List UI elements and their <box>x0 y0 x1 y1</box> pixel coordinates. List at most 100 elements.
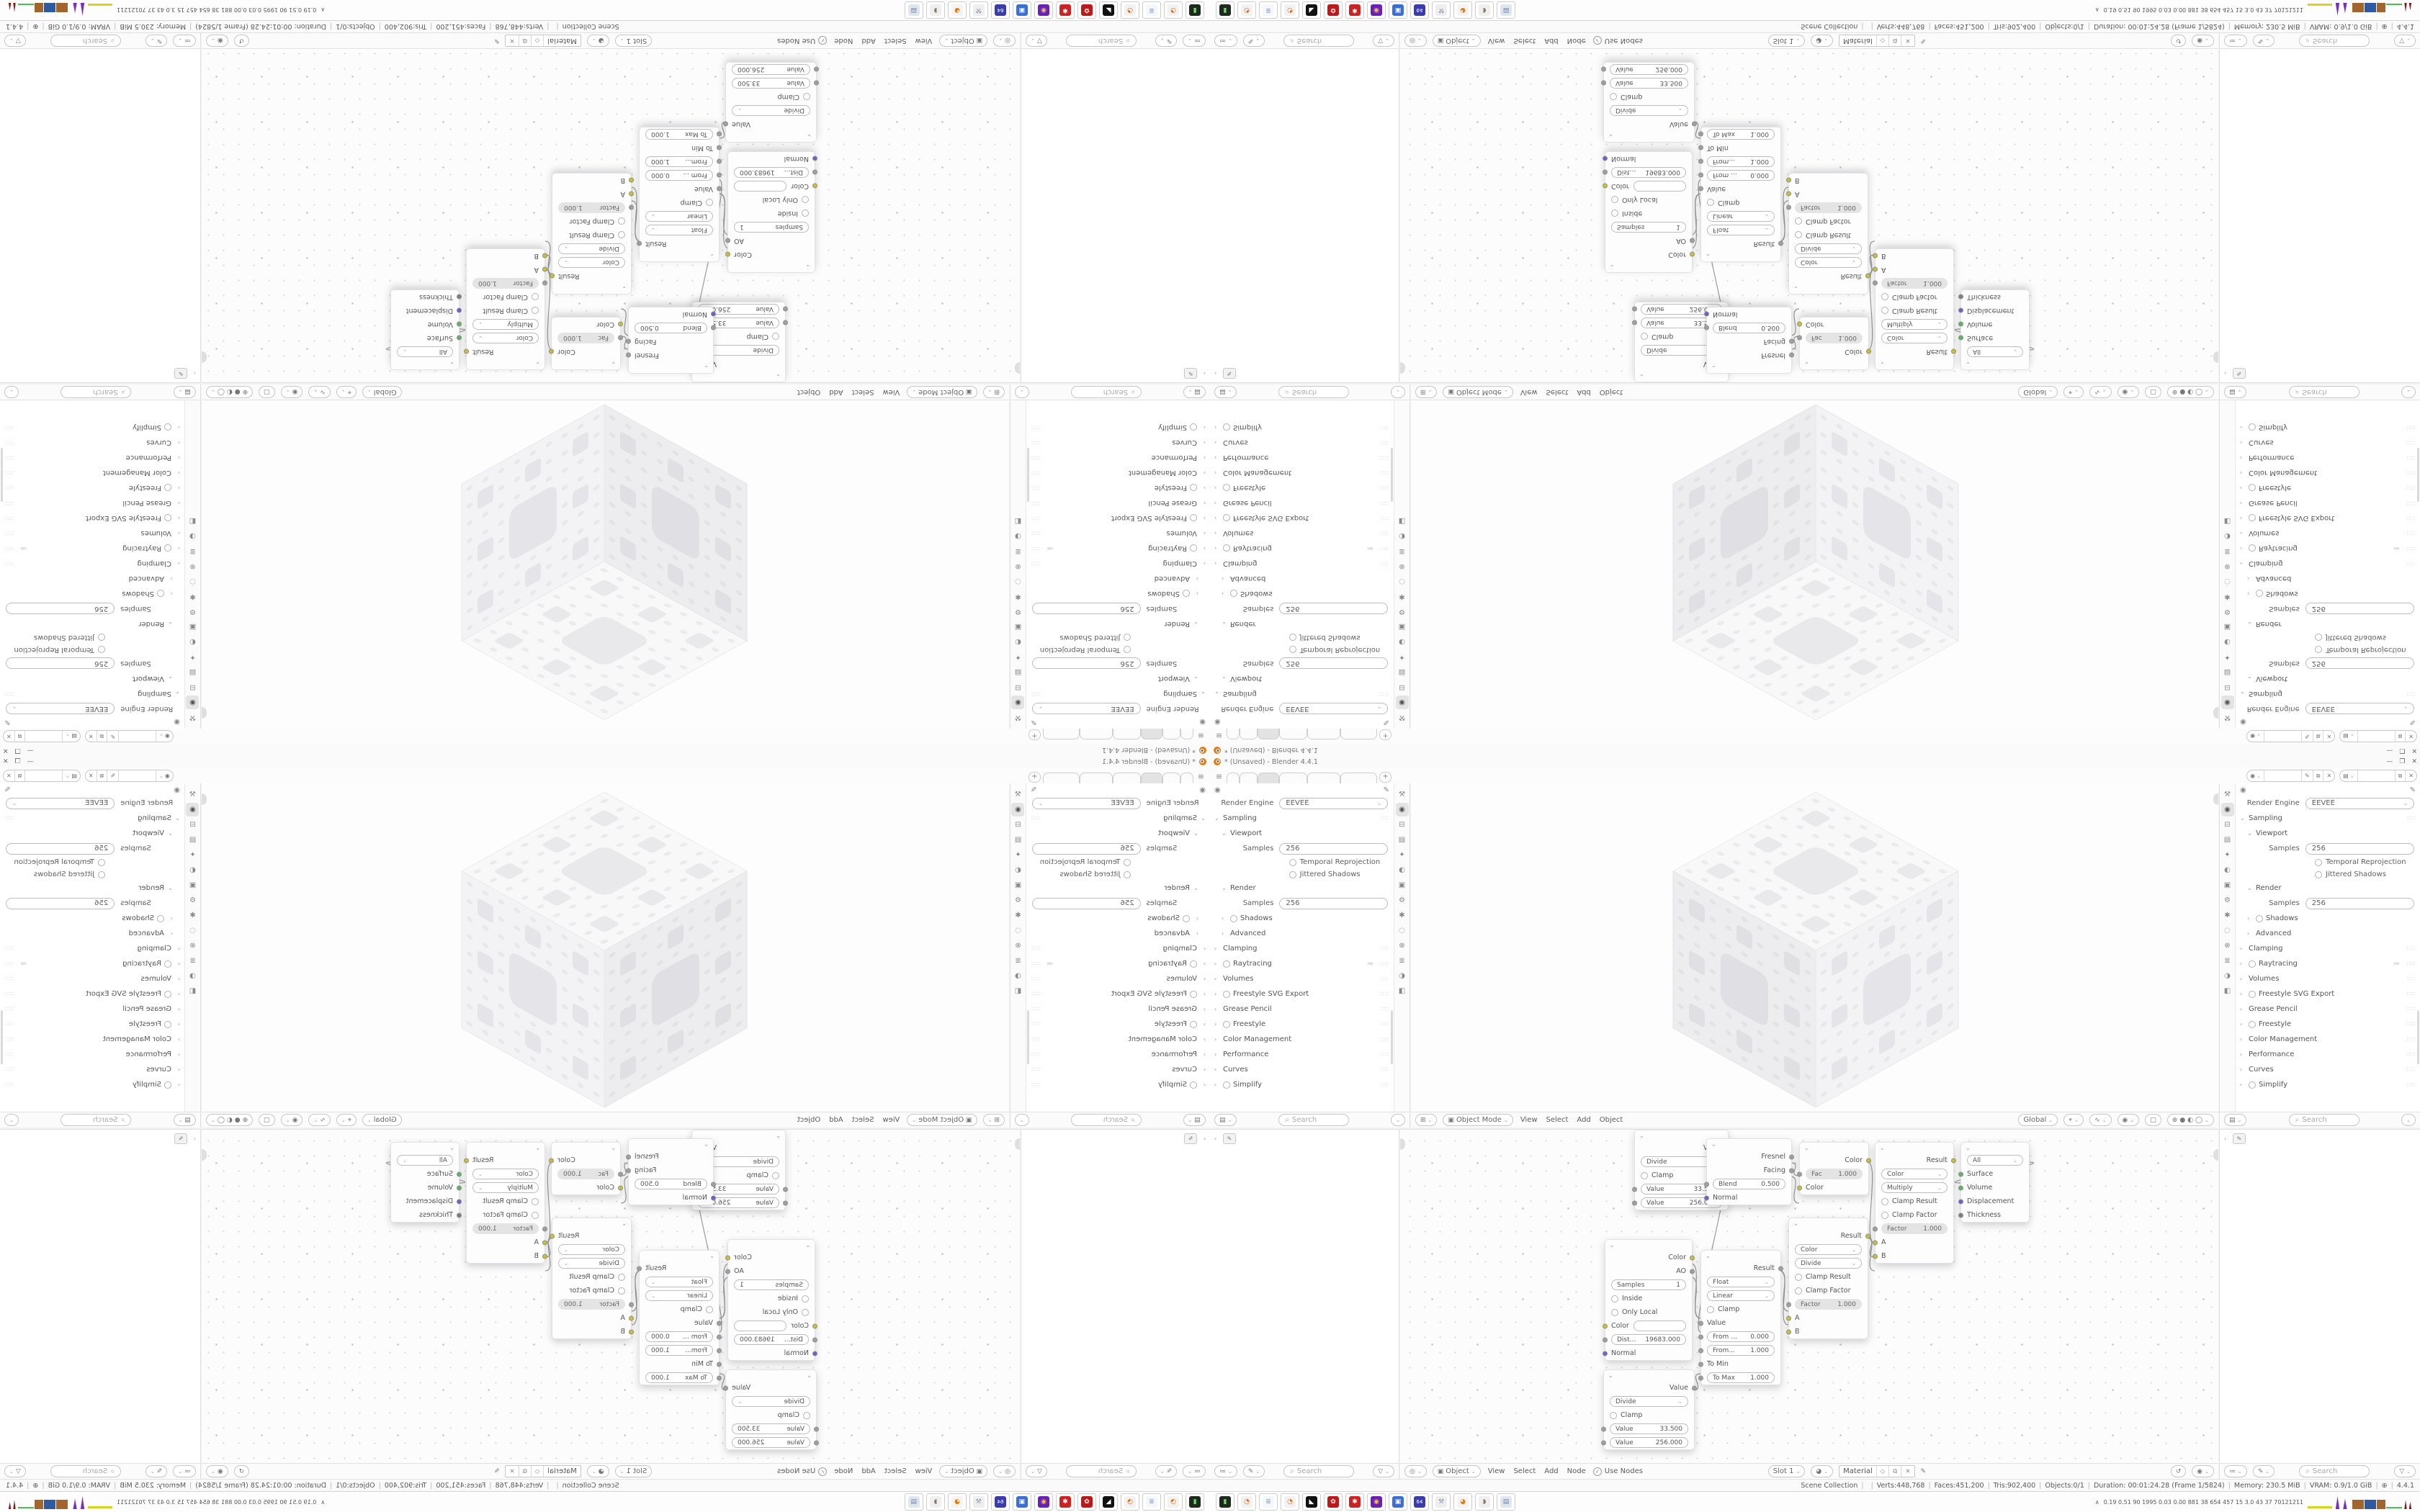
viewport-menu-object[interactable]: Object <box>797 1116 821 1124</box>
snapping-button[interactable]: ⌖ ⌄ <box>2063 1114 2084 1126</box>
outliner-editor-type-button[interactable]: ≔ ⌄ <box>173 1465 196 1477</box>
node-header[interactable]: ⌄ <box>704 364 709 371</box>
use-nodes-checkbox[interactable]: ✓ Use Nodes <box>777 1467 828 1476</box>
properties-tab-object-icon[interactable]: ▣ <box>2223 623 2231 631</box>
section-advanced[interactable]: › Advanced <box>0 571 184 586</box>
section-viewport[interactable]: ⌄ Viewport <box>1026 826 1210 841</box>
shader-editor-type-button[interactable]: ◎ ⌄ <box>1404 1465 1427 1477</box>
properties-tab-physics-icon[interactable]: ◌ <box>1399 927 1405 935</box>
taskbar-app-notes-icon[interactable]: ≣ <box>1142 1 1161 19</box>
view-layer-clear-button[interactable]: ✕ <box>2405 770 2416 781</box>
view-layer-name-field[interactable] <box>25 770 63 781</box>
viewport-menu-add[interactable]: Add <box>1577 388 1591 396</box>
snapping-button[interactable]: ⌖ ⌄ <box>336 1114 357 1126</box>
socket-input[interactable] <box>1797 336 1802 341</box>
gizmo-toggle-button[interactable]: ▢ <box>259 1114 275 1126</box>
section-checkbox[interactable] <box>1223 1020 1230 1028</box>
node-dropdown[interactable]: Color ⌄ <box>1881 1169 1948 1179</box>
socket-output[interactable] <box>550 1233 555 1238</box>
section-viewport[interactable]: ⌄ Viewport <box>2236 826 2420 841</box>
workspace-tab[interactable] <box>1240 729 1258 739</box>
shader-sidebar-toggle[interactable] <box>202 1149 207 1161</box>
socket-input[interactable] <box>1632 307 1637 312</box>
section-performance[interactable]: › Performance ∷∷ <box>0 450 184 465</box>
section-advanced[interactable]: › Advanced <box>1026 926 1210 941</box>
tray-icon[interactable]: ∧ <box>321 1498 326 1506</box>
value-field[interactable]: 256 <box>6 603 115 615</box>
socket-output[interactable] <box>1789 1154 1794 1159</box>
socket-output[interactable] <box>637 241 642 246</box>
taskbar-app-firefox-icon[interactable]: ◔ <box>1237 1 1256 19</box>
section-shadows[interactable]: › Shadows <box>2236 911 2420 926</box>
node-value-field[interactable]: Value 256.000 <box>732 1437 810 1448</box>
socket-output[interactable] <box>464 349 469 354</box>
node-dropdown[interactable]: Color ⌄ <box>558 1244 625 1255</box>
shader-menu-add[interactable]: Add <box>1544 37 1559 45</box>
color-swatch-field[interactable] <box>1633 1320 1686 1331</box>
node-header[interactable]: ⌄ <box>622 285 627 292</box>
node-value-field[interactable]: Factor 1.000 <box>558 1299 625 1310</box>
gizmo-toggle-button[interactable]: ▢ <box>259 386 275 398</box>
scene-selector[interactable]: ◉ ⌄ ✎ ⧉ ✕ <box>2246 770 2336 782</box>
socket-input[interactable] <box>1698 145 1703 150</box>
node-checkbox[interactable] <box>1707 199 1714 207</box>
workspace-tab[interactable] <box>1162 729 1180 739</box>
outliner-editor-type-button[interactable]: ≔ ⌄ <box>1183 35 1206 47</box>
section-raytracing[interactable]: › Raytracing ≔ ∷∷ <box>1210 956 1394 971</box>
properties-editor-type-button[interactable]: ▤ ⌄ <box>1183 386 1206 398</box>
node-checkbox[interactable] <box>1611 210 1618 217</box>
transform-orientation-dropdown[interactable]: Global ⌄ <box>2018 386 2058 398</box>
node-mix-multiply[interactable]: ⌄ Result Color ⌄ Multiply ⌄ Clamp Result Clamp … <box>464 1142 547 1264</box>
section-advanced[interactable]: › Advanced <box>0 926 184 941</box>
properties-tab-object-icon[interactable]: ▣ <box>2223 881 2231 889</box>
material-browse-button[interactable]: ◕ ⌄ <box>1811 1465 1834 1477</box>
section-freestyle-svg-export[interactable]: › Freestyle SVG Export ∷∷ <box>2236 510 2420 526</box>
scene-selector[interactable]: ◉ ⌄ ✎ ⧉ ✕ <box>84 770 174 782</box>
taskbar-app-kde-settings-icon[interactable]: ✿ <box>1077 1493 1096 1511</box>
socket-input[interactable] <box>1786 192 1791 197</box>
node-material-output[interactable]: ⌄ All ⌄ Surface Volume Displacement Thickness <box>1958 1142 2030 1223</box>
view-layer-copy-button[interactable]: ⧉ <box>2394 731 2406 742</box>
node-checkbox[interactable] <box>803 93 810 101</box>
taskbar-app-gear-app-icon[interactable]: ✱ <box>1345 1493 1364 1511</box>
workspace-tab[interactable] <box>1112 729 1141 739</box>
socket-output[interactable] <box>1865 1233 1870 1238</box>
scrollbar[interactable] <box>1027 1010 1029 1064</box>
socket-input[interactable] <box>1786 1315 1791 1320</box>
section-grease-pencil[interactable]: › Grease Pencil ∷∷ <box>1210 1002 1394 1017</box>
node-layer-weight[interactable]: ⌄ Fresnel Facing Blend 0.500 Normal <box>1704 1138 1794 1205</box>
socket-output[interactable] <box>1951 349 1956 354</box>
properties-tab-constraints-icon[interactable]: ⊗ <box>1399 942 1405 950</box>
view-layer-name-field[interactable] <box>2357 770 2395 781</box>
checkbox[interactable] <box>97 870 105 878</box>
material-pin-icon[interactable]: ✎ <box>493 37 500 45</box>
workspace-tab[interactable] <box>1112 773 1141 783</box>
value-field[interactable]: 256 <box>2305 897 2414 909</box>
section-color-management[interactable]: › Color Management ∷∷ <box>0 465 184 480</box>
node-checkbox[interactable] <box>1611 196 1618 204</box>
properties-tab-object-icon[interactable]: ▣ <box>189 881 197 889</box>
properties-tab-tool-icon[interactable]: ⚒ <box>2224 791 2231 798</box>
menu-hamburger-icon[interactable]: ≡ <box>1197 772 1204 781</box>
socket-input[interactable] <box>812 184 817 189</box>
viewport-editor-type-button[interactable]: ⊞ ⌄ <box>982 386 1005 398</box>
properties-options-button[interactable]: ⌄ <box>1391 1114 1406 1126</box>
node-checkbox[interactable] <box>618 1273 625 1281</box>
socket-input[interactable] <box>542 267 547 272</box>
socket-input[interactable] <box>812 170 817 175</box>
socket-input[interactable] <box>629 192 634 197</box>
section-grease-pencil[interactable]: › Grease Pencil ∷∷ <box>1026 1002 1210 1017</box>
section-color-management[interactable]: › Color Management ∷∷ <box>2236 1032 2420 1047</box>
socket-input[interactable] <box>711 325 716 330</box>
viewport-mode-dropdown[interactable]: ▣ Object Mode ⌄ <box>907 386 977 398</box>
shader-menu-add[interactable]: Add <box>861 1467 876 1475</box>
value-field[interactable]: 256 <box>6 897 115 909</box>
node-checkbox[interactable] <box>1641 1171 1648 1179</box>
socket-input[interactable] <box>457 294 462 300</box>
outliner-display-mode-button[interactable]: ✎ ⌄ <box>2252 35 2275 47</box>
taskbar-app-inkscape-icon[interactable]: ◣ <box>1099 1 1118 19</box>
socket-input[interactable] <box>457 1171 462 1176</box>
properties-tab-material-icon[interactable]: ◑ <box>1399 972 1405 980</box>
socket-input[interactable] <box>1786 178 1791 183</box>
node-value-field[interactable]: Factor 1.000 <box>1881 278 1948 289</box>
